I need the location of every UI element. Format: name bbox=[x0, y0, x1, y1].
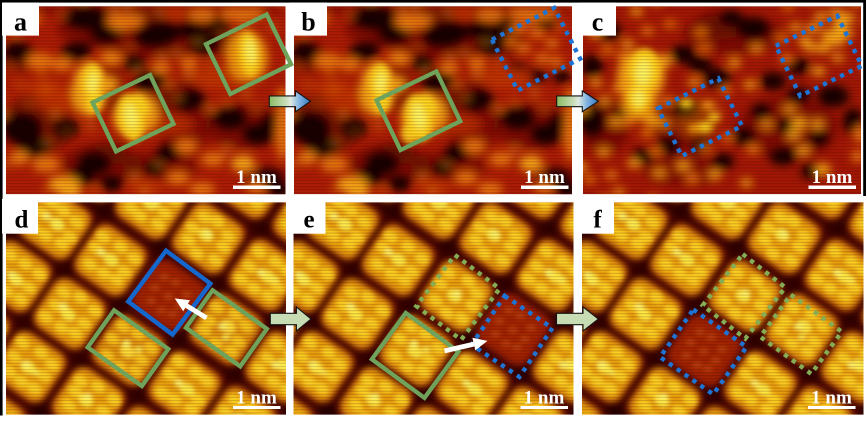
svg-text:1 nm: 1 nm bbox=[524, 167, 565, 188]
svg-text:a: a bbox=[14, 8, 27, 37]
svg-text:1 nm: 1 nm bbox=[812, 167, 853, 188]
svg-text:f: f bbox=[593, 207, 602, 234]
svg-text:e: e bbox=[303, 207, 314, 234]
svg-text:b: b bbox=[301, 8, 315, 37]
svg-text:c: c bbox=[592, 8, 604, 37]
svg-text:1 nm: 1 nm bbox=[524, 388, 565, 409]
svg-text:1 nm: 1 nm bbox=[236, 167, 277, 188]
svg-text:d: d bbox=[15, 207, 29, 234]
svg-text:1 nm: 1 nm bbox=[811, 388, 852, 409]
svg-text:1 nm: 1 nm bbox=[236, 388, 277, 409]
